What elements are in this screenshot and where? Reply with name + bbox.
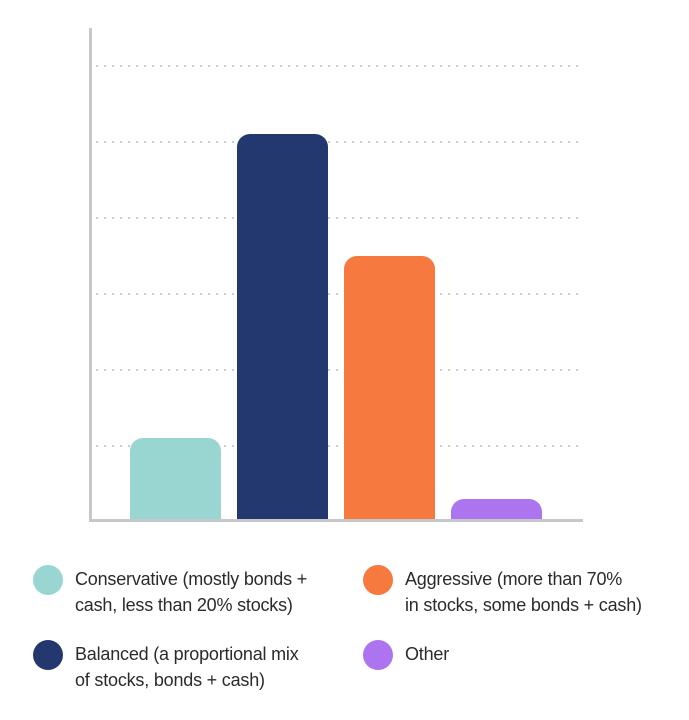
legend-label-other: Other xyxy=(405,641,449,667)
x-axis-line xyxy=(89,519,583,522)
legend-label-line: of stocks, bonds + cash) xyxy=(75,670,265,690)
gridline-40 xyxy=(96,217,579,219)
legend-item-conservative: Conservative (mostly bonds + cash, less … xyxy=(33,565,363,618)
legend-label-balanced: Balanced (a proportional mix of stocks, … xyxy=(75,641,299,693)
legend-item-other: Other xyxy=(363,640,679,693)
plot-area xyxy=(89,28,583,522)
legend-swatch-conservative xyxy=(33,565,63,595)
bar-balanced xyxy=(237,134,328,522)
legend-item-balanced: Balanced (a proportional mix of stocks, … xyxy=(33,640,363,693)
legend-item-aggressive: Aggressive (more than 70% in stocks, som… xyxy=(363,565,679,618)
legend-label-line: cash, less than 20% stocks) xyxy=(75,595,293,615)
legend-swatch-balanced xyxy=(33,640,63,670)
legend-label-line: Balanced (a proportional mix xyxy=(75,644,299,664)
legend: Conservative (mostly bonds + cash, less … xyxy=(33,565,679,693)
legend-label-line: Conservative (mostly bonds + xyxy=(75,569,308,589)
gridline-10 xyxy=(96,445,579,447)
bar-other xyxy=(451,499,542,522)
gridline-50 xyxy=(96,141,579,143)
bar-aggressive xyxy=(344,256,435,522)
bar-conservative xyxy=(130,438,221,522)
legend-label-line: Aggressive (more than 70% xyxy=(405,569,623,589)
gridline-60 xyxy=(96,65,579,67)
gridline-20 xyxy=(96,369,579,371)
legend-label-line: in stocks, some bonds + cash) xyxy=(405,595,642,615)
legend-swatch-other xyxy=(363,640,393,670)
legend-label-conservative: Conservative (mostly bonds + cash, less … xyxy=(75,566,307,618)
gridline-30 xyxy=(96,293,579,295)
y-axis-line xyxy=(89,28,92,522)
legend-label-line: Other xyxy=(405,644,450,664)
legend-label-aggressive: Aggressive (more than 70% in stocks, som… xyxy=(405,566,642,618)
legend-swatch-aggressive xyxy=(363,565,393,595)
bars-group xyxy=(130,28,583,522)
